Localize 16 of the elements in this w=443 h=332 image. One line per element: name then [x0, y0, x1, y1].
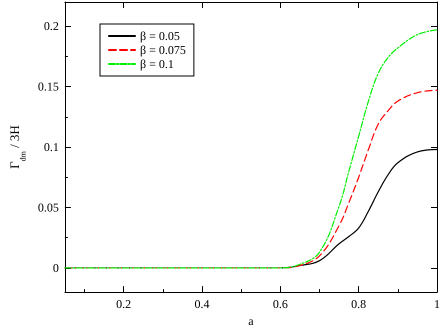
x-axis-title: a [248, 314, 254, 328]
y-tick-label: 0.1 [44, 140, 59, 154]
legend-label: β = 0.075 [140, 43, 186, 57]
legend-label: β = 0.05 [140, 29, 180, 43]
y-tick-label: 0.2 [44, 19, 59, 34]
x-tick-label: 1 [434, 297, 440, 312]
x-tick-label: 0.4 [194, 297, 210, 312]
legend-label: β = 0.1 [140, 57, 174, 71]
y-tick-label: 0.05 [38, 200, 59, 214]
x-tick-label: 0.6 [272, 297, 288, 312]
x-tick-label: 0.2 [116, 297, 132, 312]
x-tick-label: 0.8 [351, 297, 366, 312]
line-series [64, 29, 438, 269]
y-axis-title: Γdm / 3H [7, 125, 28, 169]
y-tick-label: 0.15 [38, 80, 59, 94]
y-tick-label: 0 [52, 260, 59, 275]
